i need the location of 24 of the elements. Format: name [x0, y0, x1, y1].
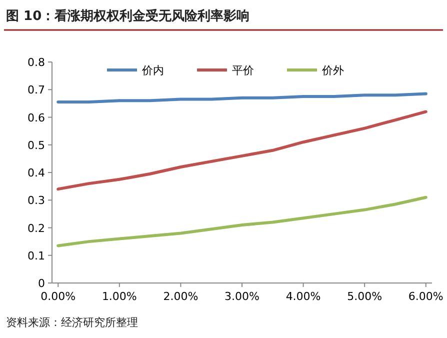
- x-tick-label: 6.00%: [408, 290, 444, 303]
- y-tick-label: 0: [38, 277, 45, 290]
- x-tick-label: 3.00%: [224, 290, 260, 303]
- x-tick-label: 1.00%: [102, 290, 137, 303]
- y-tick-label: 0.5: [28, 138, 45, 152]
- line-series: [56, 196, 428, 248]
- y-tick-label: 0.8: [28, 56, 45, 69]
- y-tick-label: 0.6: [28, 111, 45, 124]
- y-tick-label: 0.4: [28, 166, 45, 180]
- line-series: [56, 110, 428, 191]
- text: 资料来源：经济研究所整理: [6, 316, 138, 329]
- legend-label: 价内: [141, 64, 164, 77]
- x-tick-label: 2.00%: [163, 290, 198, 303]
- y-tick-label: 0.7: [28, 84, 45, 97]
- legend-label: 平价: [232, 64, 254, 77]
- line-series: [56, 92, 428, 104]
- x-tick-label: 5.00%: [347, 290, 382, 303]
- y-tick-label: 0.2: [28, 222, 45, 235]
- y-tick-label: 0.1: [28, 249, 45, 262]
- y-tick-label: 0.3: [28, 194, 45, 208]
- x-tick-label: 0.00%: [40, 290, 76, 303]
- x-tick-label: 4.00%: [286, 290, 321, 303]
- chart-title: 图 10：看涨期权权利金受无风险利率影响: [6, 8, 250, 24]
- legend-label: 价外: [321, 64, 344, 77]
